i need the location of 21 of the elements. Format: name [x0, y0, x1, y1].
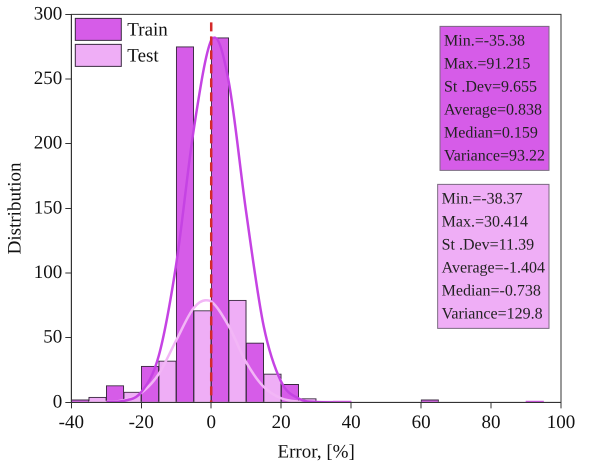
x-tick-label: -40 [58, 412, 84, 433]
y-tick-label: 50 [43, 326, 62, 348]
x-tick-label: -20 [128, 412, 154, 433]
x-tick-label: 20 [272, 412, 291, 433]
x-tick-label: 80 [482, 412, 501, 433]
x-tick-label: 0 [206, 412, 216, 433]
x-tick-label: 100 [546, 412, 576, 433]
y-axis-title: Distribution [4, 162, 26, 254]
annotation: Min.=-35.38 Max.=91.215 St .Dev=9.655 Average=0.838 Median=0.159 Variance=93.22 [444, 32, 545, 165]
y-tick-label: 200 [34, 132, 62, 154]
x-tick-label: 40 [342, 412, 361, 433]
x-axis-title: Error, [%] [277, 442, 355, 463]
legend-label: Test [127, 45, 160, 66]
y-tick-label: 100 [34, 262, 62, 284]
y-tick-label: 250 [34, 68, 62, 90]
legend-label: Train [127, 19, 168, 40]
x-tick-label: 60 [412, 412, 431, 433]
annotation: Min.=-38.37 Max.=30.414 St .Dev=11.39 Average=-1.404 Median=-0.738 Variance=129.8 [442, 190, 546, 323]
y-tick-label: 150 [34, 197, 62, 218]
y-tick-label: 0 [52, 391, 62, 412]
y-tick-label: 300 [34, 3, 62, 24]
